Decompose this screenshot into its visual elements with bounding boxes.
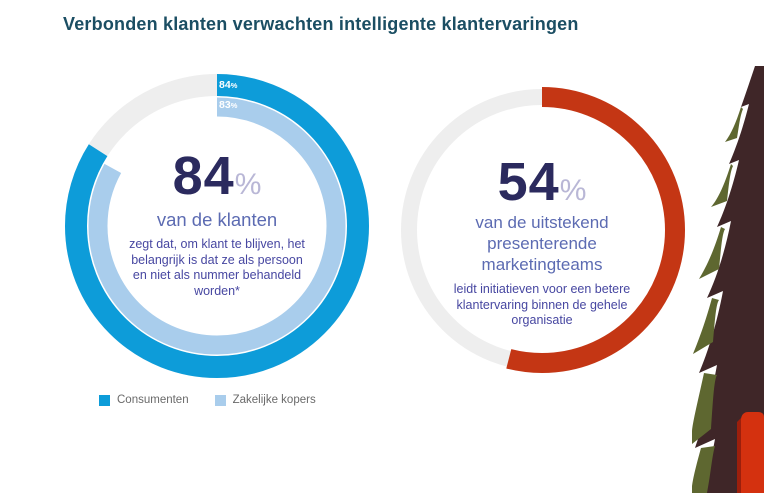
zakelijke-kopers-swatch [214, 394, 226, 406]
donut-ring-svg [399, 87, 685, 373]
outer-ring-arc-consumenten [65, 74, 369, 378]
inner-ring-arc-zakelijke-kopers [88, 97, 346, 355]
percent-sign: % [234, 168, 262, 201]
pine-tree-illustration [692, 66, 764, 493]
tree-trunk-shadow [737, 417, 742, 493]
donut-rings-svg [65, 74, 369, 378]
legend-item-zakelijke-kopers: Zakelijke kopers [214, 394, 316, 406]
tree-trunk [741, 412, 764, 493]
donut-center-text: 54% van de uitstekend presenterende mark… [427, 155, 657, 329]
donut-center-text: 84% van de klanten zegt dat, om klant te… [92, 149, 342, 299]
legend: Consumenten Zakelijke kopers [99, 394, 316, 406]
big-percentage: 54% [497, 152, 587, 212]
big-percentage: 84% [172, 146, 262, 206]
donut-subtitle: van de klanten [156, 209, 278, 230]
inner-ring-value-label: 83% [219, 99, 238, 111]
legend-label: Consumenten [117, 394, 189, 406]
tree-branches-green [692, 107, 743, 493]
donut-chart-marketingteams: 54% van de uitstekend presenterende mark… [399, 87, 685, 373]
legend-item-consumenten: Consumenten [99, 394, 189, 406]
percent-sign: % [559, 174, 587, 207]
donut-description: leidt initiatieven voor een betere klant… [453, 282, 631, 327]
donut-description: zegt dat, om klant te blijven, het belan… [129, 237, 305, 298]
legend-label: Zakelijke kopers [232, 394, 316, 406]
ring-arc-marketingteams [399, 87, 685, 373]
page-title: Verbonden klanten verwachten intelligent… [63, 14, 579, 34]
outer-ring-value-label: 84% [219, 79, 238, 91]
donut-subtitle: van de uitstekend presenterende marketin… [475, 213, 609, 274]
consumenten-swatch [99, 394, 110, 406]
donut-chart-klanten: 84% 83% 84% van de klanten zegt dat, om … [64, 73, 370, 379]
tree-canopy-dark [695, 66, 764, 493]
